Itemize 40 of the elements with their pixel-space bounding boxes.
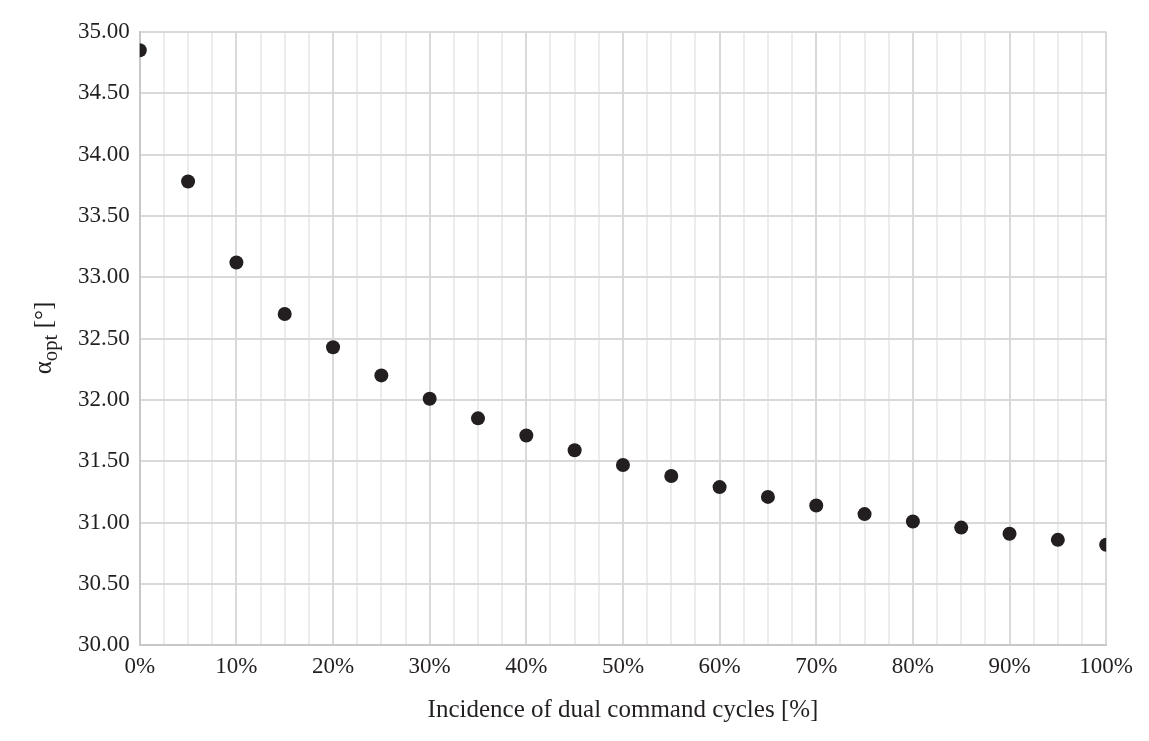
point xyxy=(374,368,389,383)
point xyxy=(760,489,775,504)
point xyxy=(1050,532,1065,547)
x-tick-label: 80% xyxy=(891,653,934,679)
point xyxy=(664,469,679,484)
point xyxy=(809,498,824,513)
point xyxy=(422,391,437,406)
y-tick-label: 31.00 xyxy=(78,508,130,534)
point xyxy=(905,514,920,529)
point xyxy=(326,340,341,355)
x-tick-label: 10% xyxy=(215,653,258,679)
point xyxy=(712,480,727,495)
x-tick-label: 100% xyxy=(1079,653,1134,679)
x-tick-label: 90% xyxy=(988,653,1031,679)
point xyxy=(519,428,534,443)
point xyxy=(857,507,872,522)
x-tick-label: 20% xyxy=(311,653,355,679)
y-tick-label: 32.50 xyxy=(78,324,130,350)
y-tick-label: 35.00 xyxy=(78,17,130,43)
point xyxy=(277,307,292,322)
point xyxy=(615,458,630,472)
y-tick-label: 30.50 xyxy=(78,570,130,596)
x-axis-title: Incidence of dual command cycles [%] xyxy=(427,694,819,722)
x-tick-label: 70% xyxy=(795,653,838,679)
y-tick-label: 31.50 xyxy=(78,447,130,473)
y-tick-label: 32.00 xyxy=(78,386,130,412)
x-tick-label: 50% xyxy=(601,653,645,679)
point xyxy=(1002,526,1017,541)
point xyxy=(471,411,485,426)
point xyxy=(567,443,582,458)
y-tick-label: 33.50 xyxy=(78,201,130,227)
x-tick-label: 60% xyxy=(698,653,741,679)
x-tick-label: 30% xyxy=(408,653,451,679)
x-tick-label: 40% xyxy=(505,653,548,679)
y-tick-label: 34.00 xyxy=(78,140,130,166)
y-tick-label: 34.50 xyxy=(78,79,130,105)
point xyxy=(181,174,196,189)
point xyxy=(954,520,969,535)
y-tick-label: 33.00 xyxy=(78,263,130,289)
point xyxy=(229,255,244,270)
